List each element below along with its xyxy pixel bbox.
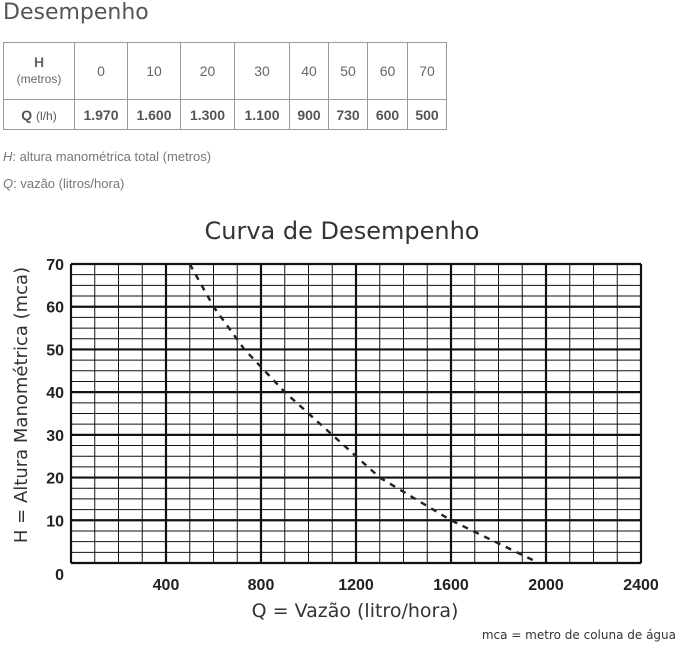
y-tick-label: 60: [46, 300, 64, 317]
performance-chart: Curva de Desempenho 400 800 1200 1600 2000 24…: [11, 217, 676, 642]
q-value-cell: 600: [367, 99, 408, 130]
y-tick-label: 0: [55, 567, 64, 584]
table-row-h: H (metros) 0 10 20 30 40 50 60 70: [3, 42, 447, 100]
q-label: Q: [21, 106, 33, 123]
h-value-cell: 40: [289, 42, 329, 100]
h-header-cell: H (metros): [3, 42, 75, 100]
q-value-cell: 1.600: [127, 99, 181, 130]
grid-major: [69, 262, 643, 565]
h-value-cell: 0: [74, 42, 128, 100]
x-tick-label: 800: [248, 577, 275, 594]
chart-footnote: mca = metro de coluna de água: [482, 628, 676, 642]
y-tick-label: 50: [46, 342, 64, 359]
y-tick-label: 70: [46, 257, 64, 274]
note-q-symbol: Q: [3, 176, 14, 191]
y-tick-label: 40: [46, 385, 64, 402]
q-value-cell: 1.970: [74, 99, 128, 130]
q-unit: (l/h): [36, 108, 57, 123]
x-tick-label: 1600: [433, 577, 469, 594]
note-q: Q: vazão (litros/hora): [3, 176, 124, 191]
h-value-cell: 50: [328, 42, 368, 100]
table-row-q: Q (l/h) 1.970 1.600 1.300 1.100 900 730 …: [3, 99, 447, 130]
h-unit: (metros): [16, 72, 62, 86]
x-tick-label: 2400: [623, 577, 659, 594]
q-value-cell: 730: [328, 99, 368, 130]
q-value-cell: 1.100: [234, 99, 290, 130]
q-value-cell: 1.300: [180, 99, 235, 130]
h-label: H: [33, 54, 45, 70]
note-h-symbol: H: [3, 149, 13, 164]
h-value-cell: 30: [234, 42, 290, 100]
h-value-cell: 70: [407, 42, 447, 100]
note-q-text: : vazão (litros/hora): [13, 176, 125, 191]
y-tick-label: 30: [46, 428, 64, 445]
x-tick-label: 400: [153, 577, 180, 594]
q-value-cell: 900: [289, 99, 329, 130]
y-axis-ticks: 0 10 20 30 40 50 60 70: [46, 257, 64, 584]
x-tick-label: 1200: [338, 577, 374, 594]
q-header-cell: Q (l/h): [3, 99, 75, 130]
h-value-cell: 60: [367, 42, 408, 100]
y-tick-label: 10: [46, 513, 64, 530]
x-axis-ticks: 400 800 1200 1600 2000 2400: [153, 577, 659, 594]
chart-title: Curva de Desempenho: [204, 217, 479, 245]
x-axis-label: Q = Vazão (litro/hora): [252, 600, 459, 622]
note-h: H: altura manométrica total (metros): [3, 149, 211, 164]
y-tick-label: 20: [46, 471, 64, 488]
section-heading: Desempenho: [3, 0, 149, 25]
q-value-cell: 500: [407, 99, 447, 130]
y-axis-label: H = Altura Manométrica (mca): [11, 267, 32, 543]
x-tick-label: 2000: [528, 577, 564, 594]
h-value-cell: 10: [127, 42, 181, 100]
note-h-text: : altura manométrica total (metros): [12, 149, 212, 164]
h-value-cell: 20: [180, 42, 235, 100]
performance-table: H (metros) 0 10 20 30 40 50 60 70 Q (l/h…: [3, 42, 447, 130]
performance-curve: [188, 263, 540, 565]
